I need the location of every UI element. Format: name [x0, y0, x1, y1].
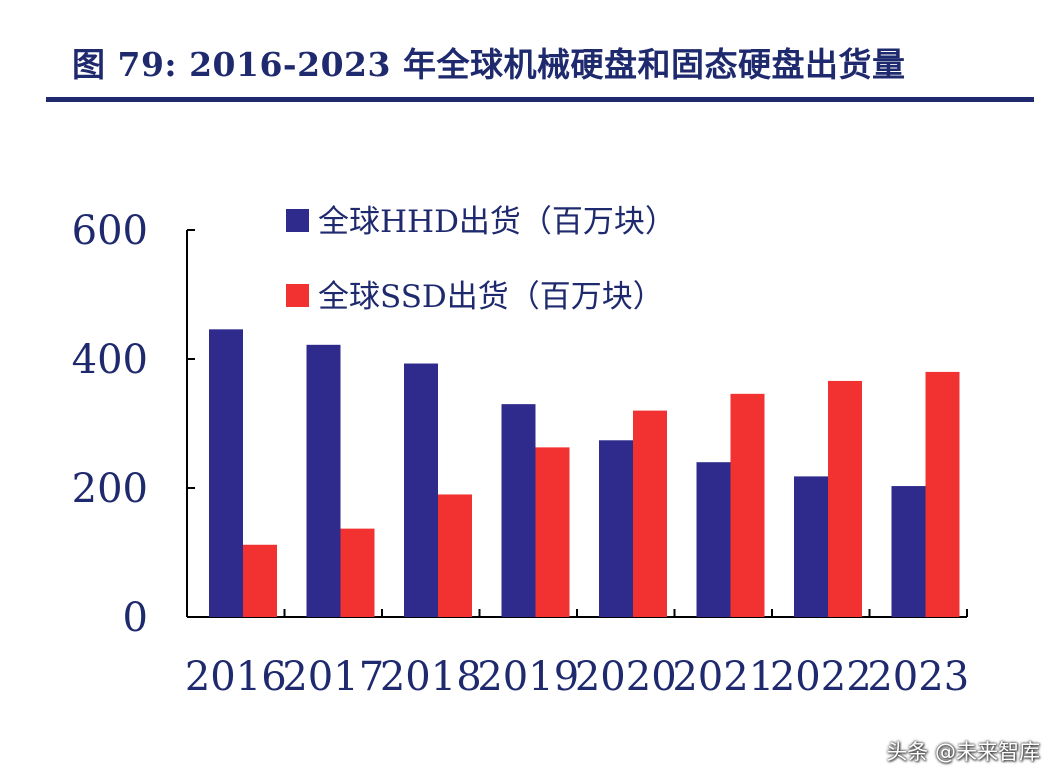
bar-ssd — [730, 393, 765, 617]
bar-hhd — [501, 404, 536, 617]
x-tick-label: 2016 — [185, 654, 287, 700]
y-tick-label: 400 — [72, 337, 148, 383]
title-underline — [46, 97, 1034, 102]
bar-ssd — [633, 410, 667, 617]
bar-hhd — [306, 344, 341, 617]
y-tick-label: 0 — [123, 595, 148, 641]
bar-ssd — [243, 544, 277, 617]
legend-swatch-hhd — [286, 209, 309, 232]
legend-label-ssd: 全球SSD出货（百万块） — [318, 279, 664, 315]
bar-hhd — [794, 476, 828, 617]
bar-ssd — [925, 371, 960, 617]
x-tick-label: 2022 — [770, 654, 872, 700]
bar-ssd — [438, 494, 472, 617]
x-tick-label: 2023 — [867, 654, 969, 700]
bar-hhd — [696, 462, 731, 617]
legend-swatch-ssd — [286, 284, 309, 307]
x-tick-label: 2019 — [477, 654, 579, 700]
bar-ssd — [828, 380, 862, 617]
legend-label-hhd: 全球HHD出货（百万块） — [318, 204, 676, 240]
bar-ssd — [535, 447, 570, 617]
x-tick-label: 2021 — [672, 654, 774, 700]
x-tick-label: 2020 — [575, 654, 677, 700]
bar-hhd — [404, 363, 438, 617]
bar-hhd — [599, 440, 633, 617]
bar-ssd — [340, 528, 375, 617]
watermark: 头条 @未来智库 — [886, 740, 1040, 764]
bar-hhd — [891, 486, 926, 617]
bar-hhd — [209, 329, 243, 617]
chart-title: 图 79: 2016-2023 年全球机械硬盘和固态硬盘出货量 — [72, 45, 906, 84]
y-tick-label: 600 — [72, 208, 148, 254]
x-tick-label: 2018 — [380, 654, 482, 700]
x-tick-label: 2017 — [282, 654, 384, 700]
y-tick-label: 200 — [72, 466, 148, 512]
